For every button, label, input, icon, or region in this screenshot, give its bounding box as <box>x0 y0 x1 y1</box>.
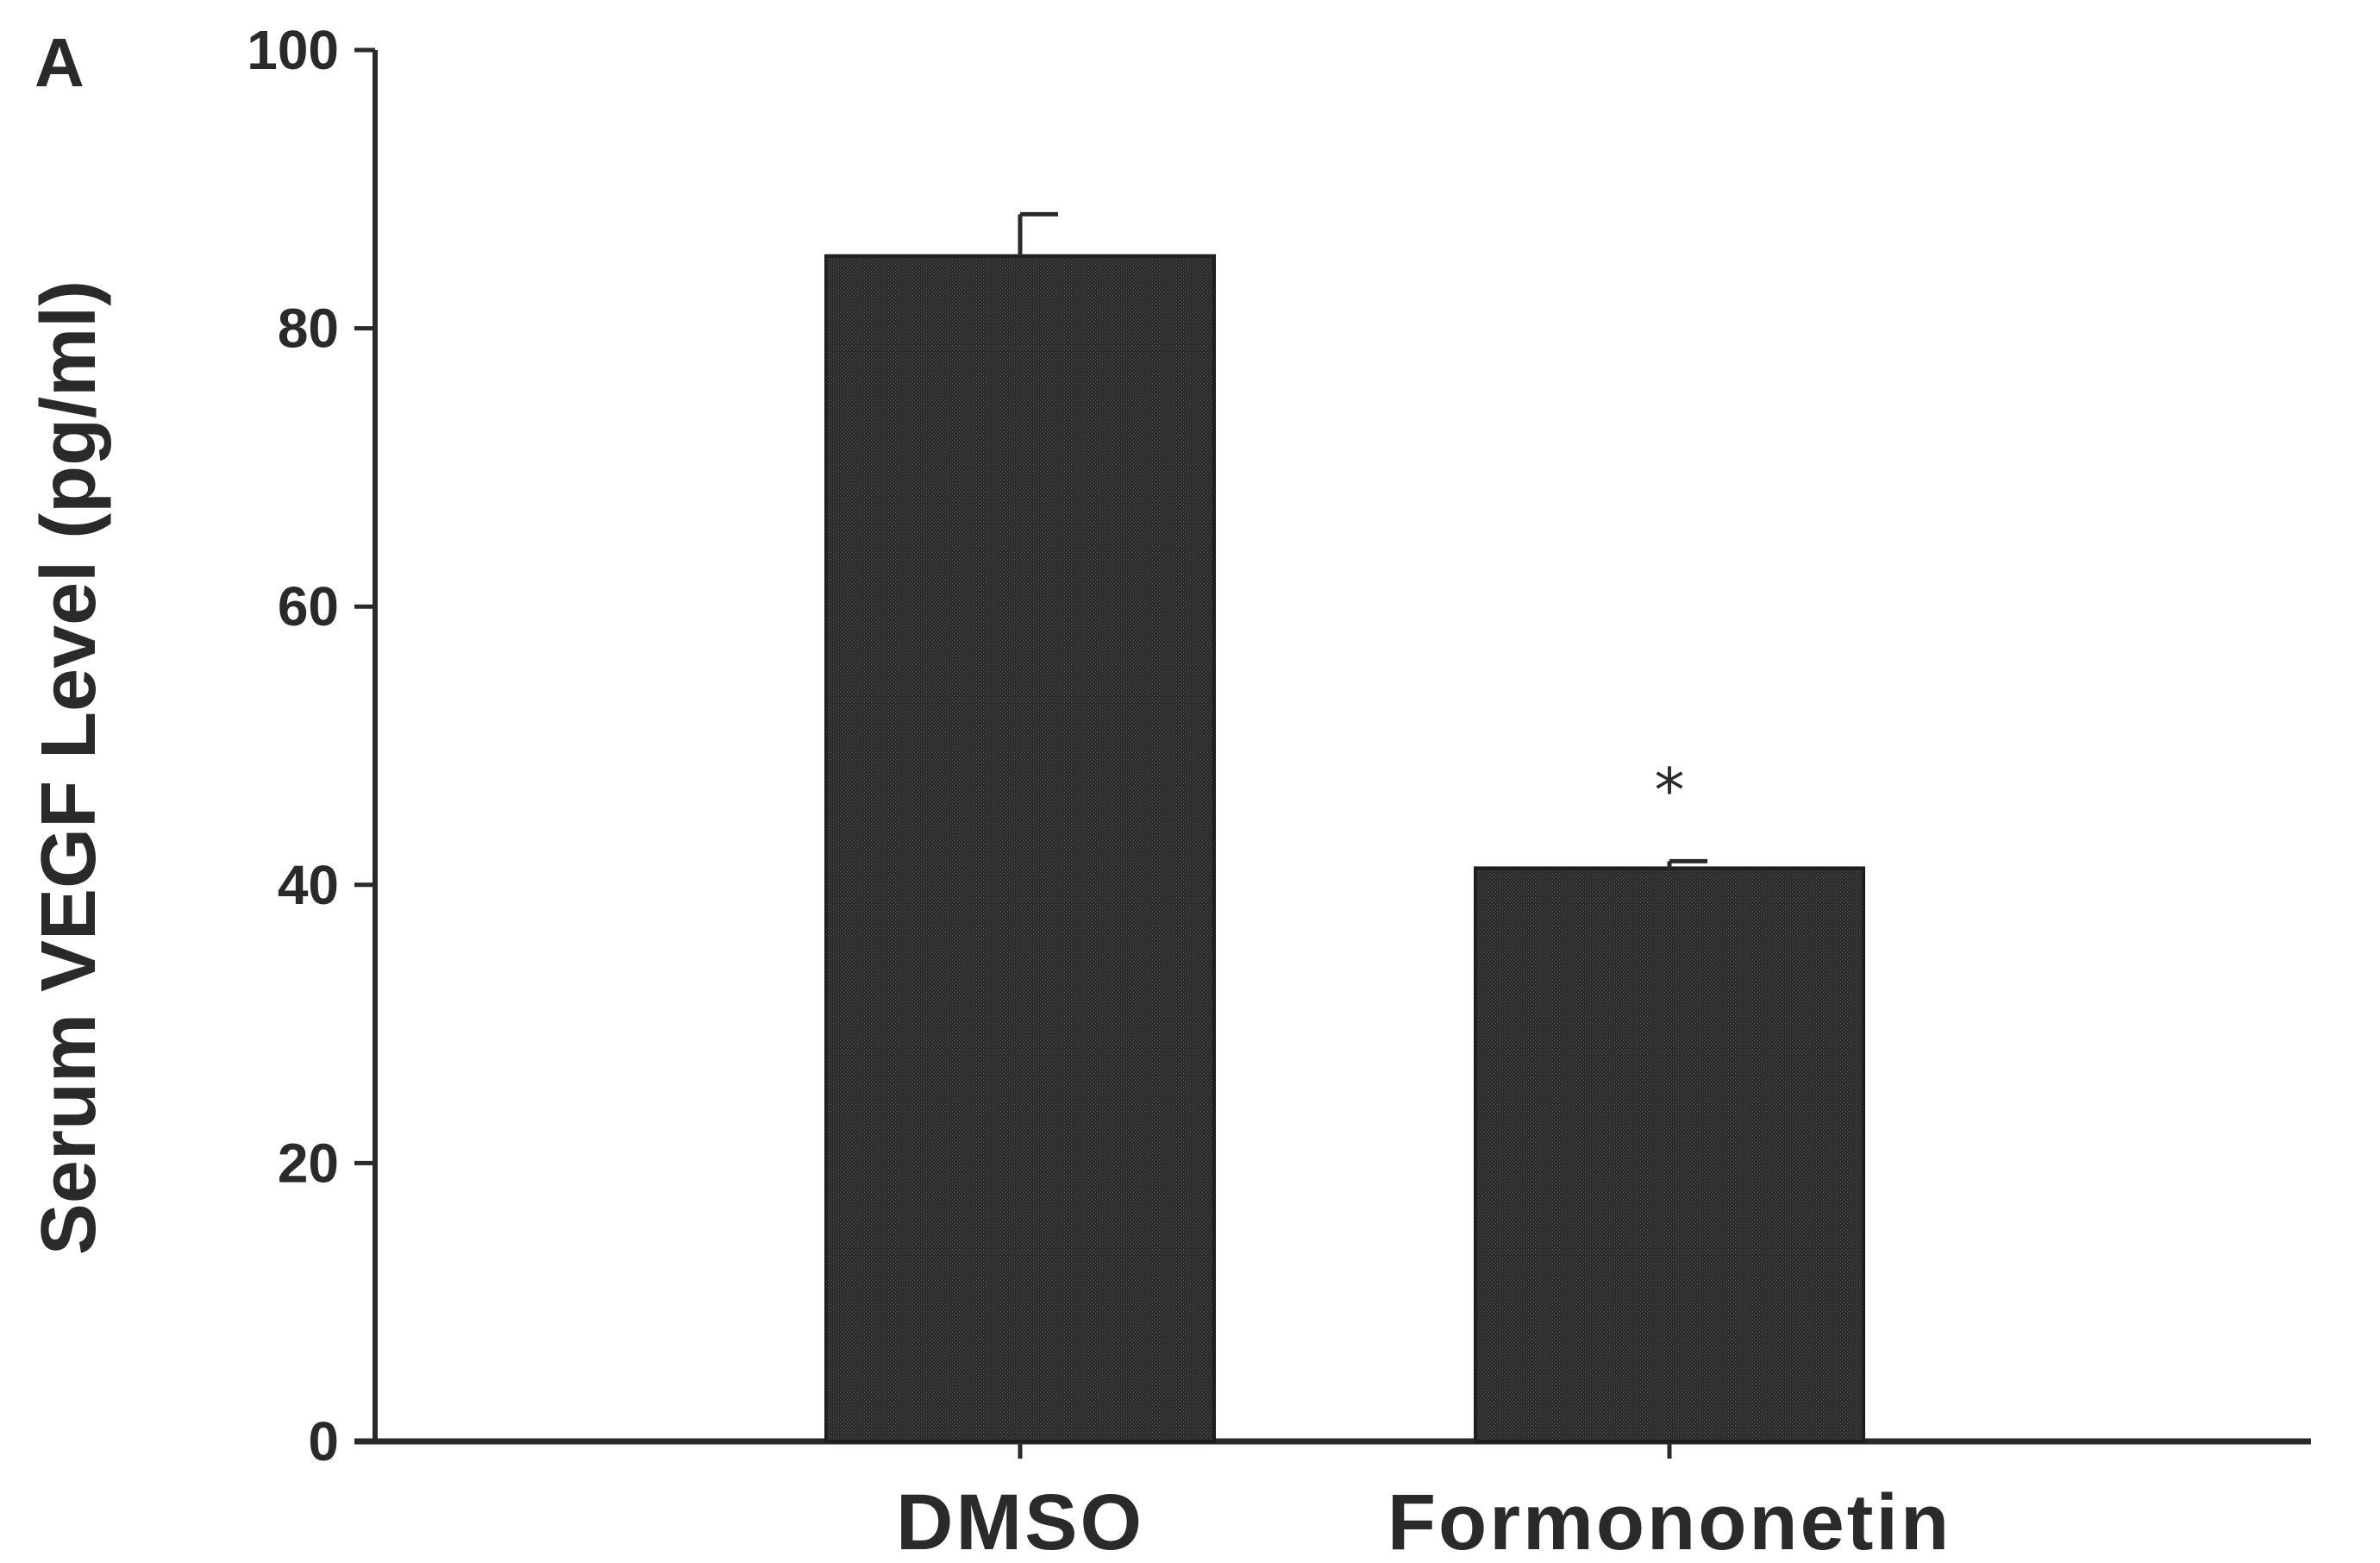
y-tick-label: 0 <box>308 1410 339 1472</box>
y-axis: 0 20 40 60 80 100 <box>247 19 378 1472</box>
x-category-label: DMSO <box>896 1478 1144 1563</box>
y-tick-label: 100 <box>247 19 339 81</box>
bars: * <box>824 211 1865 1443</box>
x-axis: DMSO Formononetin <box>354 1438 2311 1563</box>
y-tick-label: 40 <box>278 854 339 916</box>
panel-label: A <box>34 24 85 101</box>
y-tick-label: 20 <box>278 1132 339 1194</box>
bar-formononetin <box>1474 866 1865 1443</box>
y-axis-title: Serum VEGF Level (pg/ml) <box>26 280 112 1255</box>
significance-mark: * <box>1655 755 1685 825</box>
bar-dmso <box>824 254 1216 1443</box>
y-tick-label: 60 <box>278 575 339 637</box>
y-tick-label: 80 <box>278 298 339 360</box>
x-category-label: Formononetin <box>1387 1478 1951 1563</box>
